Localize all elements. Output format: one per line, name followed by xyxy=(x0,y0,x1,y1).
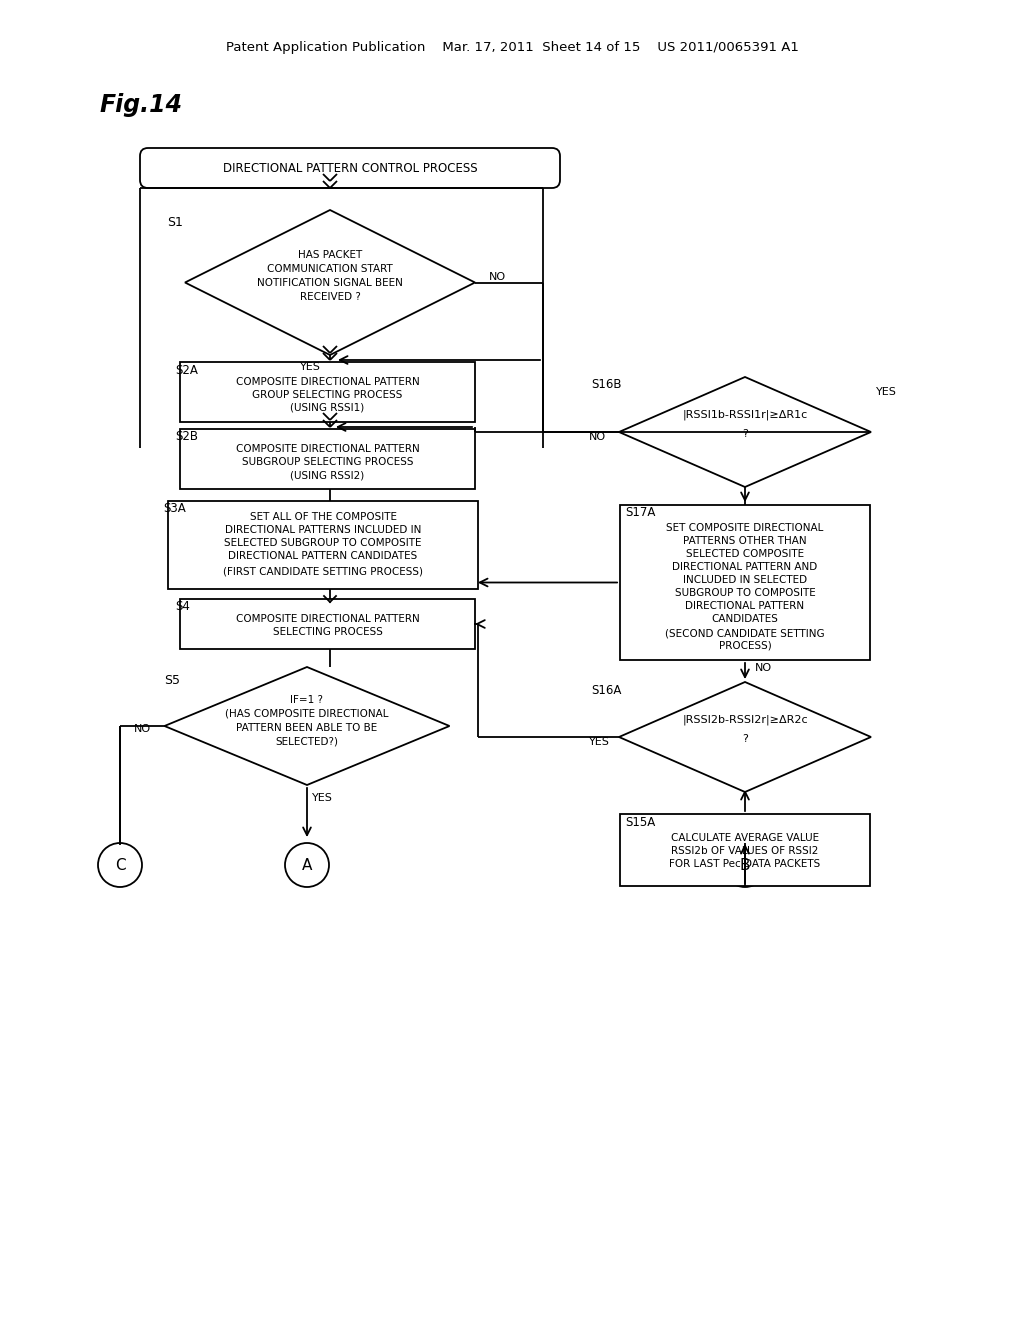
Text: S1: S1 xyxy=(167,215,183,228)
Text: S3A: S3A xyxy=(163,503,185,516)
Text: HAS PACKET: HAS PACKET xyxy=(298,249,362,260)
Text: NO: NO xyxy=(589,432,605,442)
Text: COMPOSITE DIRECTIONAL PATTERN: COMPOSITE DIRECTIONAL PATTERN xyxy=(236,614,420,624)
Text: NO: NO xyxy=(134,723,152,734)
Text: S2A: S2A xyxy=(175,363,198,376)
Text: NOTIFICATION SIGNAL BEEN: NOTIFICATION SIGNAL BEEN xyxy=(257,279,402,288)
FancyBboxPatch shape xyxy=(140,148,560,187)
Text: CALCULATE AVERAGE VALUE: CALCULATE AVERAGE VALUE xyxy=(671,833,819,843)
Text: S2B: S2B xyxy=(175,430,198,444)
Text: DIRECTIONAL PATTERN AND: DIRECTIONAL PATTERN AND xyxy=(673,562,817,572)
Text: S16B: S16B xyxy=(591,379,622,392)
Text: S5: S5 xyxy=(164,675,180,688)
Bar xyxy=(180,599,475,649)
Text: |RSSI2b-RSSI2r|≥ΔR2c: |RSSI2b-RSSI2r|≥ΔR2c xyxy=(682,714,808,725)
Text: S4: S4 xyxy=(175,601,189,614)
Text: SELECTING PROCESS: SELECTING PROCESS xyxy=(272,627,382,638)
Text: DIRECTIONAL PATTERNS INCLUDED IN: DIRECTIONAL PATTERNS INCLUDED IN xyxy=(225,525,421,535)
Text: COMPOSITE DIRECTIONAL PATTERN: COMPOSITE DIRECTIONAL PATTERN xyxy=(236,444,420,454)
Text: NO: NO xyxy=(755,663,772,673)
Text: ?: ? xyxy=(742,429,748,440)
Text: NO: NO xyxy=(488,272,506,282)
Polygon shape xyxy=(185,210,475,355)
Text: YES: YES xyxy=(300,362,321,372)
Text: (FIRST CANDIDATE SETTING PROCESS): (FIRST CANDIDATE SETTING PROCESS) xyxy=(223,568,423,577)
Text: DIRECTIONAL PATTERN: DIRECTIONAL PATTERN xyxy=(685,601,805,611)
Text: SELECTED SUBGROUP TO COMPOSITE: SELECTED SUBGROUP TO COMPOSITE xyxy=(224,539,422,548)
Text: A: A xyxy=(302,858,312,873)
Text: COMPOSITE DIRECTIONAL PATTERN: COMPOSITE DIRECTIONAL PATTERN xyxy=(236,378,420,387)
Text: SUBGROUP SELECTING PROCESS: SUBGROUP SELECTING PROCESS xyxy=(242,457,414,467)
Text: YES: YES xyxy=(589,737,609,747)
Text: COMMUNICATION START: COMMUNICATION START xyxy=(267,264,393,275)
Text: PATTERN BEEN ABLE TO BE: PATTERN BEEN ABLE TO BE xyxy=(237,723,378,733)
Text: B: B xyxy=(739,858,751,873)
Text: (USING RSSI1): (USING RSSI1) xyxy=(291,403,365,413)
Polygon shape xyxy=(618,378,871,487)
Text: (HAS COMPOSITE DIRECTIONAL: (HAS COMPOSITE DIRECTIONAL xyxy=(225,709,389,719)
Text: SET ALL OF THE COMPOSITE: SET ALL OF THE COMPOSITE xyxy=(250,512,396,521)
Text: |RSSI1b-RSSI1r|≥ΔR1c: |RSSI1b-RSSI1r|≥ΔR1c xyxy=(682,409,808,420)
Polygon shape xyxy=(165,667,450,785)
Text: (USING RSSI2): (USING RSSI2) xyxy=(291,470,365,480)
Text: DIRECTIONAL PATTERN CONTROL PROCESS: DIRECTIONAL PATTERN CONTROL PROCESS xyxy=(222,161,477,174)
Text: FOR LAST Pec DATA PACKETS: FOR LAST Pec DATA PACKETS xyxy=(670,859,820,869)
Text: Fig.14: Fig.14 xyxy=(100,92,183,117)
Text: DIRECTIONAL PATTERN CANDIDATES: DIRECTIONAL PATTERN CANDIDATES xyxy=(228,550,418,561)
Text: INCLUDED IN SELECTED: INCLUDED IN SELECTED xyxy=(683,576,807,585)
Text: Patent Application Publication    Mar. 17, 2011  Sheet 14 of 15    US 2011/00653: Patent Application Publication Mar. 17, … xyxy=(225,41,799,54)
Text: RSSI2b OF VALUES OF RSSI2: RSSI2b OF VALUES OF RSSI2 xyxy=(672,846,818,855)
Text: CANDIDATES: CANDIDATES xyxy=(712,614,778,624)
Text: SUBGROUP TO COMPOSITE: SUBGROUP TO COMPOSITE xyxy=(675,587,815,598)
Text: SELECTED COMPOSITE: SELECTED COMPOSITE xyxy=(686,549,804,558)
Text: C: C xyxy=(115,858,125,873)
Text: YES: YES xyxy=(311,793,333,803)
Text: S17A: S17A xyxy=(625,507,655,520)
Text: S16A: S16A xyxy=(591,684,622,697)
Text: PATTERNS OTHER THAN: PATTERNS OTHER THAN xyxy=(683,536,807,546)
Polygon shape xyxy=(618,682,871,792)
Text: S15A: S15A xyxy=(625,816,655,829)
Text: IF=1 ?: IF=1 ? xyxy=(291,696,324,705)
Text: SET COMPOSITE DIRECTIONAL: SET COMPOSITE DIRECTIONAL xyxy=(667,523,823,533)
Text: PROCESS): PROCESS) xyxy=(719,642,771,651)
Bar xyxy=(168,502,478,589)
Bar xyxy=(620,814,870,886)
Text: SELECTED?): SELECTED?) xyxy=(275,737,339,747)
Text: RECEIVED ?: RECEIVED ? xyxy=(300,292,360,302)
Text: YES: YES xyxy=(876,387,897,397)
Bar xyxy=(620,506,870,660)
Bar xyxy=(180,362,475,422)
Bar xyxy=(180,429,475,488)
Text: (SECOND CANDIDATE SETTING: (SECOND CANDIDATE SETTING xyxy=(666,628,824,638)
Text: GROUP SELECTING PROCESS: GROUP SELECTING PROCESS xyxy=(252,389,402,400)
Text: ?: ? xyxy=(742,734,748,744)
